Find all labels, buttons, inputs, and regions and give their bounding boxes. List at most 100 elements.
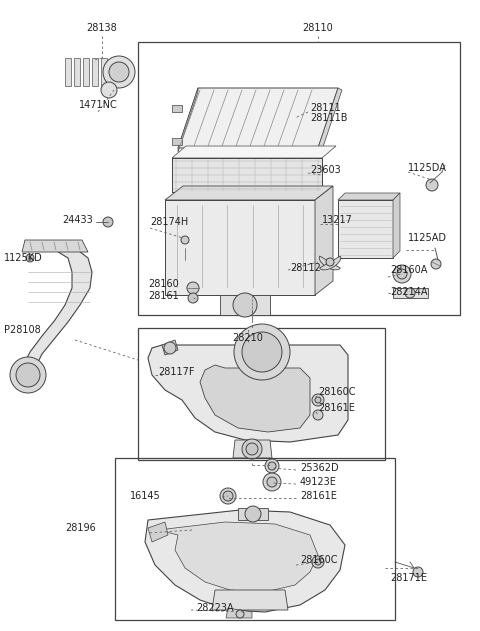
Text: 28117F: 28117F [158, 367, 194, 377]
Bar [110, 58, 116, 86]
Circle shape [223, 491, 233, 501]
Polygon shape [148, 522, 168, 542]
Polygon shape [178, 88, 338, 148]
Polygon shape [172, 105, 182, 112]
Bar [138, 42, 460, 315]
Circle shape [263, 473, 281, 491]
Polygon shape [212, 590, 288, 610]
Text: 25362D: 25362D [300, 463, 338, 473]
Text: 28174H: 28174H [150, 217, 188, 227]
Bar [65, 58, 71, 86]
Text: 28161E: 28161E [300, 491, 337, 501]
Circle shape [326, 258, 334, 266]
Polygon shape [200, 365, 310, 432]
Circle shape [242, 439, 262, 459]
Polygon shape [338, 200, 393, 258]
Text: 28110: 28110 [302, 23, 334, 33]
Text: 28112: 28112 [290, 263, 321, 273]
Text: 49123E: 49123E [300, 477, 337, 487]
Circle shape [233, 293, 257, 317]
Text: 28210: 28210 [233, 333, 264, 343]
Circle shape [312, 556, 324, 568]
Circle shape [16, 363, 40, 387]
Circle shape [246, 443, 258, 455]
Text: 1125AD: 1125AD [408, 233, 447, 243]
Circle shape [268, 462, 276, 470]
Text: 28160A: 28160A [390, 265, 427, 275]
Circle shape [26, 254, 34, 262]
Circle shape [431, 259, 441, 269]
Polygon shape [172, 138, 182, 145]
Polygon shape [22, 240, 88, 252]
Circle shape [315, 559, 321, 565]
Text: 28160C: 28160C [318, 387, 356, 397]
Circle shape [267, 477, 277, 487]
Text: 1125KD: 1125KD [4, 253, 43, 263]
Polygon shape [318, 88, 342, 150]
Polygon shape [158, 522, 318, 592]
Text: 1471NC: 1471NC [79, 100, 118, 110]
Text: 28196: 28196 [65, 523, 96, 533]
Polygon shape [226, 608, 252, 618]
Polygon shape [338, 193, 400, 200]
Circle shape [312, 394, 324, 406]
Circle shape [164, 342, 176, 354]
Circle shape [188, 293, 198, 303]
Circle shape [187, 282, 199, 294]
Text: 16145: 16145 [130, 491, 161, 501]
Polygon shape [165, 200, 315, 295]
Polygon shape [393, 193, 400, 258]
Circle shape [220, 488, 236, 504]
Circle shape [234, 324, 290, 380]
Polygon shape [148, 345, 348, 442]
Circle shape [103, 56, 135, 88]
Circle shape [236, 610, 244, 618]
Circle shape [393, 265, 411, 283]
Text: 28214A: 28214A [390, 287, 428, 297]
Polygon shape [393, 288, 428, 298]
Text: 28161: 28161 [148, 291, 179, 301]
Polygon shape [145, 510, 345, 612]
Polygon shape [178, 88, 198, 152]
Polygon shape [315, 186, 333, 295]
Text: 28171E: 28171E [390, 573, 427, 583]
Text: 28111B: 28111B [310, 113, 348, 123]
Circle shape [101, 82, 117, 98]
Polygon shape [172, 146, 336, 158]
Polygon shape [233, 440, 272, 458]
Text: 1125DA: 1125DA [408, 163, 447, 173]
Bar [101, 58, 107, 86]
Circle shape [426, 179, 438, 191]
Bar [83, 58, 89, 86]
Circle shape [245, 506, 261, 522]
Polygon shape [220, 295, 270, 315]
Bar [138, 328, 385, 460]
Circle shape [265, 459, 279, 473]
Circle shape [109, 62, 129, 82]
Text: 23603: 23603 [310, 165, 341, 175]
Circle shape [397, 269, 407, 279]
Polygon shape [172, 158, 322, 192]
Text: 28223A: 28223A [196, 603, 234, 613]
Text: 28161E: 28161E [318, 403, 355, 413]
Bar [92, 58, 98, 86]
Text: 24433: 24433 [62, 215, 93, 225]
Text: 28160C: 28160C [300, 555, 337, 565]
Polygon shape [320, 256, 341, 270]
Bar [172, 158, 322, 192]
Circle shape [315, 397, 321, 403]
Circle shape [405, 288, 415, 298]
Circle shape [313, 410, 323, 420]
Circle shape [103, 217, 113, 227]
Polygon shape [238, 508, 268, 520]
Text: P28108: P28108 [4, 325, 41, 335]
Polygon shape [165, 186, 333, 200]
Polygon shape [22, 245, 92, 380]
Circle shape [242, 332, 282, 372]
Bar [115, 458, 395, 620]
Circle shape [413, 567, 423, 577]
Bar [74, 58, 80, 86]
Text: 13217: 13217 [322, 215, 353, 225]
Text: 28160: 28160 [148, 279, 179, 289]
Circle shape [181, 236, 189, 244]
